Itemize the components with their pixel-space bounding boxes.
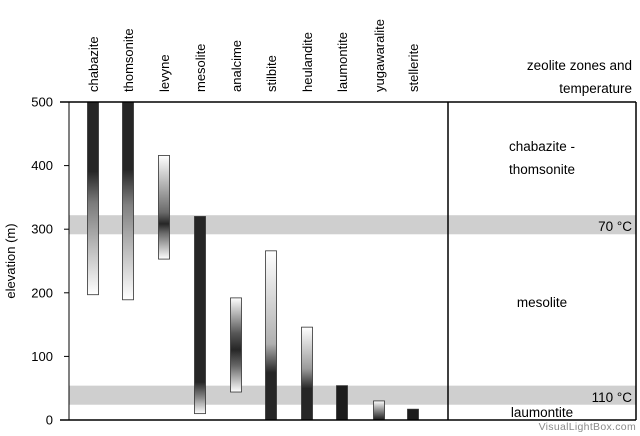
mineral-label-heulandite: heulandite <box>300 32 315 92</box>
range-bar-chabazite <box>87 101 99 296</box>
zone-panel-title-line-1: zeolite zones and <box>527 58 632 73</box>
y-tick-label-200: 200 <box>31 285 53 300</box>
mineral-label-levyne: levyne <box>157 54 172 92</box>
range-bar-thomsonite <box>122 101 134 301</box>
zone-chabazite-thomsonite-line-1: chabazite - <box>509 139 575 154</box>
y-tick-label-500: 500 <box>31 95 53 110</box>
zone-laumontite: laumontite <box>511 405 573 420</box>
range-bar-stellerite <box>407 408 419 421</box>
range-bars <box>87 101 419 421</box>
range-bar-laumontite <box>336 385 348 421</box>
mineral-label-yugawaralite: yugawaralite <box>372 19 387 92</box>
mineral-label-mesolite: mesolite <box>193 44 208 92</box>
mineral-label-thomsonite: thomsonite <box>121 28 136 92</box>
watermark: VisualLightBox.com <box>539 421 636 433</box>
zone-panel-title-line-2: temperature <box>559 81 632 96</box>
mineral-label-analcime: analcime <box>229 40 244 92</box>
mineral-label-stilbite: stilbite <box>264 55 279 92</box>
temperature-label-110: 110 °C <box>592 390 633 405</box>
mineral-label-stellerite: stellerite <box>406 44 421 92</box>
y-tick-label-0: 0 <box>46 413 53 428</box>
range-bar-levyne <box>158 155 170 260</box>
range-bar-yugawaralite <box>373 400 385 421</box>
y-tick-label-300: 300 <box>31 222 53 237</box>
zone-chabazite-thomsonite-line-2: thomsonite <box>509 162 575 177</box>
y-axis-ticks: 0 100 200 300 400 500 <box>31 95 69 428</box>
y-tick-label-100: 100 <box>31 349 53 364</box>
temperature-label-70: 70 °C <box>598 219 632 234</box>
range-bar-mesolite <box>194 216 206 415</box>
range-bar-heulandite <box>301 326 313 421</box>
range-bar-stilbite <box>265 250 277 421</box>
mineral-labels: chabazite thomsonite levyne mesolite analcim… <box>86 19 421 92</box>
mineral-label-laumontite: laumontite <box>335 32 350 92</box>
temperature-band-110 <box>69 385 636 405</box>
y-axis-title: elevation (m) <box>3 223 18 298</box>
y-tick-label-400: 400 <box>31 158 53 173</box>
mineral-label-chabazite: chabazite <box>86 36 101 92</box>
zone-mesolite: mesolite <box>517 295 567 310</box>
range-bar-analcime <box>230 297 242 393</box>
temperature-band-70 <box>69 215 636 235</box>
